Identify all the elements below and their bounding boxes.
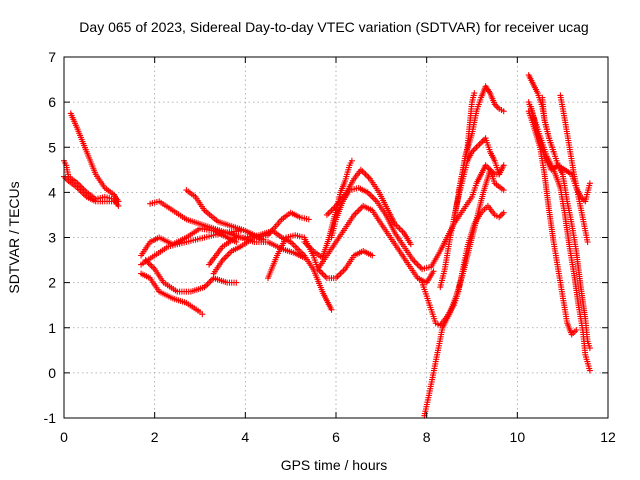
data-marks — [61, 72, 593, 419]
series-marker-path — [421, 162, 507, 419]
series-arc-4 — [138, 270, 206, 318]
x-tick-label: 4 — [241, 429, 249, 445]
series-arc-24 — [525, 108, 580, 338]
y-tick-label: 3 — [48, 230, 56, 246]
series-marker-path — [301, 157, 355, 261]
y-tick-label: 5 — [48, 139, 56, 155]
x-axis-label: GPS time / hours — [281, 457, 388, 473]
x-tick-label: 10 — [510, 429, 526, 445]
y-tick-label: 0 — [48, 365, 56, 381]
series-marker-path — [67, 110, 122, 205]
series-marker-path — [138, 270, 206, 318]
series-arc-18 — [421, 162, 507, 419]
x-tick-label: 8 — [423, 429, 431, 445]
series-arc-3 — [67, 110, 122, 205]
y-tick-label: 4 — [48, 184, 56, 200]
series-arc-26 — [539, 94, 557, 155]
x-tick-label: 2 — [151, 429, 159, 445]
y-tick-label: -1 — [44, 410, 57, 426]
series-marker-path — [539, 94, 557, 155]
x-tick-label: 6 — [332, 429, 340, 445]
series-arc-7 — [142, 257, 240, 295]
series-marker-path — [557, 92, 591, 245]
series-arc-13 — [301, 157, 355, 261]
series-arc-14 — [314, 202, 437, 286]
series-marker-path — [314, 202, 437, 286]
y-tick-label: 6 — [48, 94, 56, 110]
series-arc-15 — [328, 162, 507, 273]
series-marker-path — [455, 90, 478, 196]
y-tick-label: 1 — [48, 320, 56, 336]
series-arc-21 — [455, 90, 478, 196]
series-marker-path — [210, 209, 312, 277]
series-marker-path — [525, 108, 580, 338]
series-arc-22 — [525, 72, 593, 352]
series-arc-16 — [323, 166, 414, 248]
series-arc-27 — [557, 92, 591, 245]
series-marker-path — [323, 166, 414, 248]
chart-title: Day 065 of 2023, Sidereal Day-to-day VTE… — [79, 19, 588, 35]
series-marker-path — [525, 99, 593, 374]
series-marker-path — [142, 257, 240, 295]
series-marker-path — [525, 72, 593, 352]
x-tick-label: 0 — [60, 429, 68, 445]
x-tick-label: 12 — [600, 429, 616, 445]
series-arc-23 — [525, 99, 593, 374]
y-tick-label: 7 — [48, 49, 56, 65]
series-arc-11 — [210, 209, 312, 277]
y-tick-label: 2 — [48, 275, 56, 291]
y-axis-label: SDTVAR / TECUs — [6, 181, 22, 293]
series-marker-path — [328, 162, 507, 273]
